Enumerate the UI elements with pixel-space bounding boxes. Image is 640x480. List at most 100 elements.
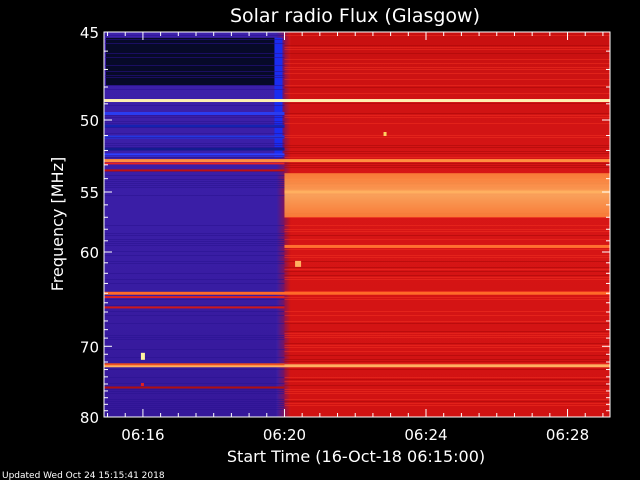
left-texture-line: [104, 243, 285, 244]
chart-title: Solar radio Flux (Glasgow): [230, 5, 480, 27]
left-texture-line: [104, 383, 285, 384]
red-spot: [140, 383, 144, 386]
y-tick-label: 50: [80, 112, 99, 130]
left-texture-line: [104, 393, 285, 394]
left-texture-line: [104, 179, 285, 180]
y-tick-label: 80: [80, 409, 99, 427]
x-axis-label: Start Time (16-Oct-18 06:15:00): [227, 447, 485, 466]
y-tick-label: 60: [80, 244, 99, 262]
bright-broad-band: [284, 173, 610, 218]
right-texture-line: [284, 315, 610, 316]
pre-event-region: [104, 32, 285, 417]
bright-band: [104, 364, 610, 368]
right-texture-line: [284, 271, 610, 272]
right-texture-line: [284, 79, 610, 80]
right-texture-line: [284, 59, 610, 60]
left-texture-line: [104, 137, 285, 138]
left-texture-line: [104, 157, 285, 158]
right-texture-line: [284, 381, 610, 382]
left-texture-line: [104, 89, 285, 90]
left-texture-line: [104, 155, 285, 156]
left-texture-line: [104, 409, 285, 410]
right-texture-line: [284, 311, 610, 312]
yellow-spot: [383, 132, 387, 137]
left-texture-line: [104, 391, 285, 392]
left-texture-line: [104, 235, 285, 236]
left-texture-line: [104, 115, 285, 116]
left-texture-line: [104, 389, 285, 390]
right-texture-line: [284, 345, 610, 346]
x-tick-label: 06:20: [263, 426, 306, 444]
right-texture-line: [284, 361, 610, 362]
left-texture-line: [104, 305, 285, 306]
bright-band: [284, 244, 610, 248]
post-event-region: [284, 32, 610, 417]
plot-frame: [103, 31, 611, 418]
left-texture-line: [104, 39, 285, 40]
right-texture-line: [284, 123, 610, 124]
left-texture-line: [104, 181, 285, 182]
left-texture-line: [104, 279, 285, 280]
right-texture-line: [284, 167, 610, 168]
right-texture-line: [284, 333, 610, 334]
bright-band: [104, 291, 610, 295]
left-texture-line: [104, 143, 285, 144]
right-texture-line: [284, 103, 610, 104]
left-texture-line: [104, 145, 285, 146]
right-texture-line: [284, 401, 610, 402]
left-blue-stripe: [104, 147, 285, 151]
right-texture-line: [284, 113, 610, 114]
left-texture-line: [104, 127, 285, 128]
left-texture-line: [104, 175, 285, 176]
left-texture-line: [104, 357, 285, 358]
right-texture-line: [284, 389, 610, 390]
left-texture-line: [104, 299, 285, 300]
right-texture-line: [284, 231, 610, 232]
left-texture-line: [104, 71, 285, 72]
right-texture-line: [284, 255, 610, 256]
right-texture-line: [284, 163, 610, 164]
left-texture-line: [104, 35, 285, 36]
left-texture-line: [104, 349, 285, 350]
right-texture-line: [284, 63, 610, 64]
left-texture-line: [104, 187, 285, 188]
left-texture-line: [104, 337, 285, 338]
right-texture-line: [284, 275, 610, 276]
right-texture-line: [284, 229, 610, 230]
left-texture-line: [104, 405, 285, 406]
right-texture-line: [284, 335, 610, 336]
right-texture-line: [284, 257, 610, 258]
left-texture-line: [104, 121, 285, 122]
right-texture-line: [284, 331, 610, 332]
right-texture-line: [284, 145, 610, 146]
right-texture-line: [284, 85, 610, 86]
right-texture-line: [284, 403, 610, 404]
y-tick-label: 70: [80, 338, 99, 356]
left-texture-line: [104, 315, 285, 316]
right-texture-line: [284, 337, 610, 338]
right-texture-line: [284, 147, 610, 148]
right-texture-line: [284, 277, 610, 278]
left-red-line: [104, 363, 285, 366]
right-texture-line: [284, 323, 610, 324]
left-texture-line: [104, 369, 285, 370]
left-texture-line: [104, 403, 285, 404]
left-texture-line: [104, 377, 285, 378]
right-texture-line: [284, 351, 610, 352]
right-texture-line: [284, 299, 610, 300]
left-texture-line: [104, 401, 285, 402]
right-texture-line: [284, 73, 610, 74]
right-texture-line: [284, 269, 610, 270]
left-texture-line: [104, 65, 285, 66]
left-texture-line: [104, 105, 285, 106]
left-red-line: [104, 306, 285, 309]
right-texture-line: [284, 47, 610, 48]
right-texture-line: [284, 153, 610, 154]
right-texture-line: [284, 157, 610, 158]
bright-band: [104, 99, 610, 103]
right-texture-line: [284, 377, 610, 378]
right-texture-line: [284, 297, 610, 298]
right-texture-line: [284, 49, 610, 50]
left-red-line: [104, 296, 285, 299]
left-texture-line: [104, 133, 285, 134]
